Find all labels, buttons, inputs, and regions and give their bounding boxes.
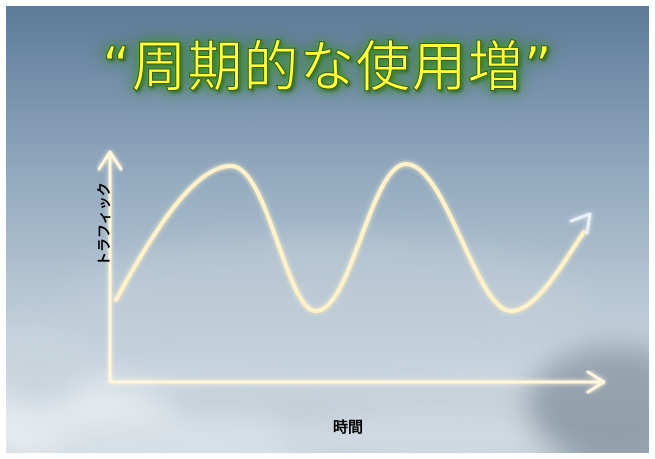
x-axis-label: 時間 [332,418,363,436]
traffic-diagram [97,150,606,394]
x-axis-arrowhead [586,370,606,394]
x-axis [110,370,606,394]
slide-title: “周期的な使用増” [102,35,553,100]
y-axis [97,150,123,382]
traffic-trend-arrowhead [569,212,592,235]
slide: “周期的な使用増” トラフィック 時間 [6,6,649,453]
traffic-wave [114,161,586,314]
y-axis-label: トラフィック [97,182,113,266]
y-axis-arrowhead [97,150,123,171]
traffic-curve [114,161,592,314]
